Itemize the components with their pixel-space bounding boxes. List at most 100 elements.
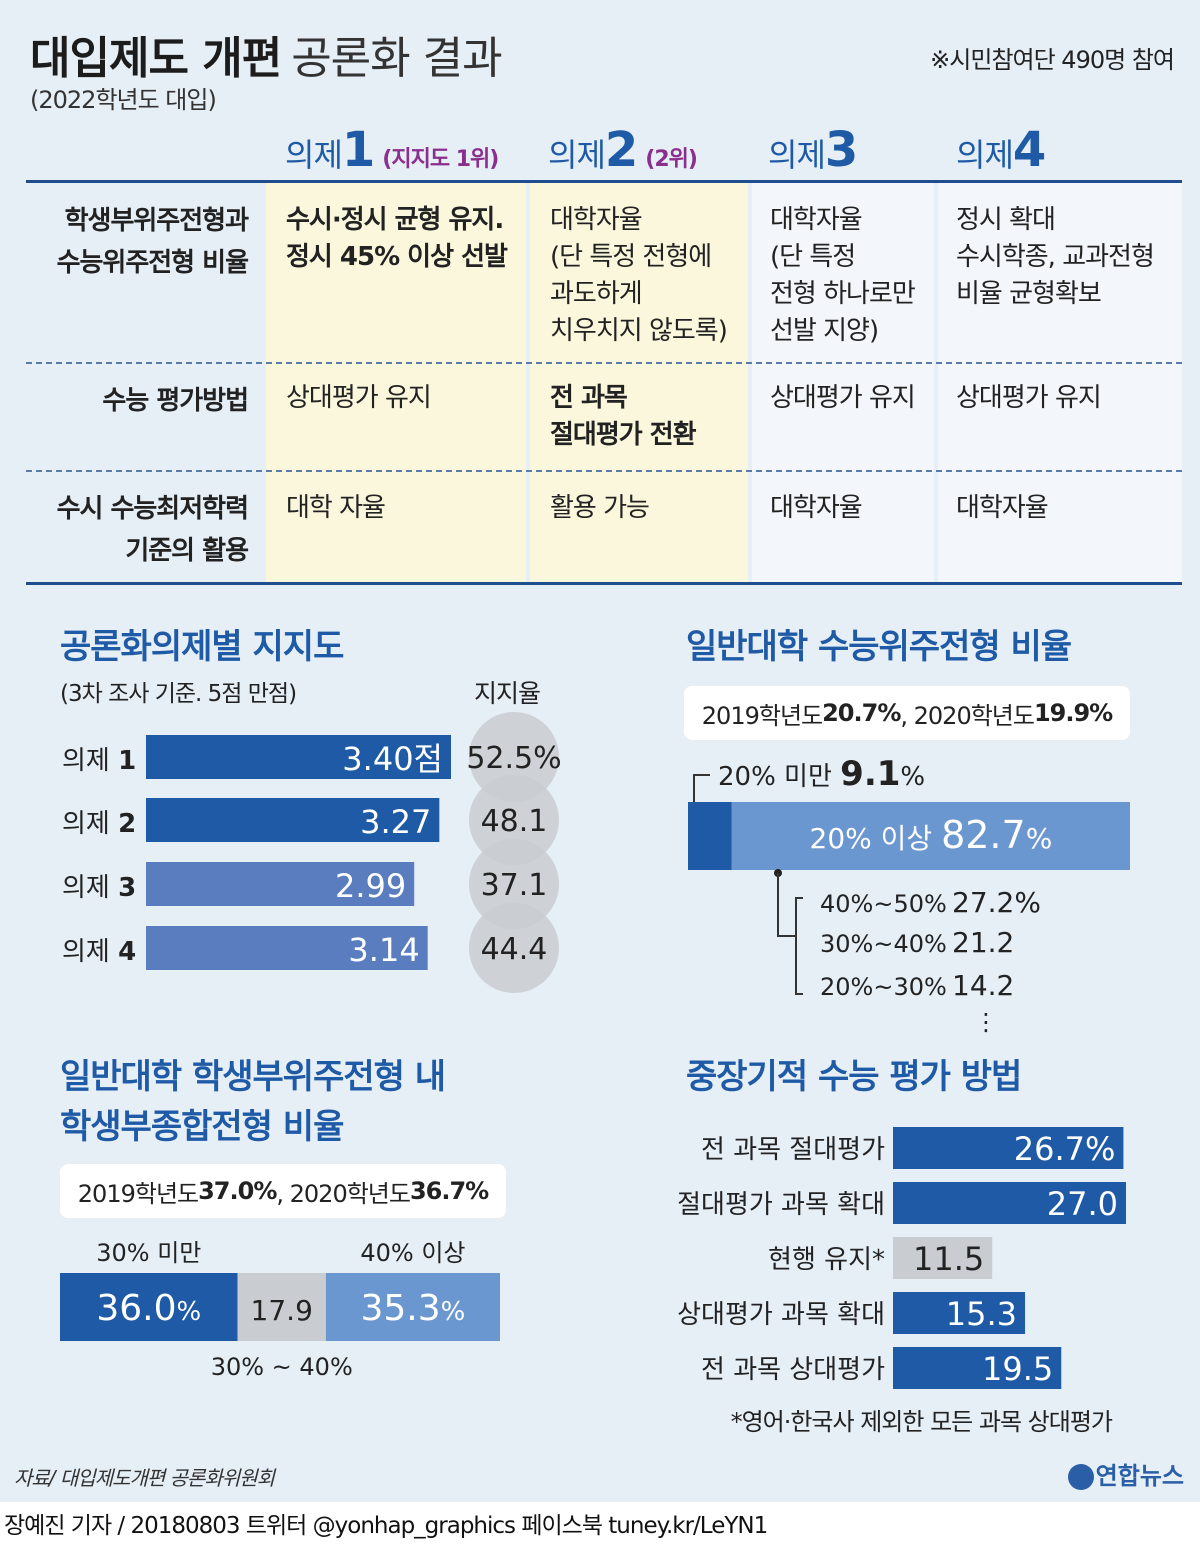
support-bar (146, 926, 428, 970)
cell-r1-a4: 정시 확대 수시학종, 교과전형 비율 균형확보 (956, 205, 1155, 309)
longterm-value-label: 11.5 (913, 1240, 984, 1278)
cell-r1-a2: 대학자율 (단 특정 전형에 과도하게 치우치지 않도록) (550, 205, 728, 346)
support-value-label: 3.27 (360, 803, 431, 841)
chart2-svg: 20% 미만 9.1% 20% 이상 82.7% 40%~50% 27.2%30%~4… (688, 754, 1130, 1036)
title-normal: 공론화 결과 (291, 33, 502, 84)
agenda-4-header: 의제4 (956, 122, 1046, 178)
cell-r3-a2: 활용 가능 (550, 493, 650, 523)
breakdown-range-label: 30%~40% (820, 930, 947, 958)
row-label-eval-method: 수능 평가방법 (102, 386, 249, 416)
breakdown-value-label: 14.2 (952, 969, 1014, 1002)
longterm-value-label: 26.7% (1014, 1130, 1116, 1168)
breakdown-more: ⋮ (974, 1008, 998, 1036)
title-bold: 대입제도 개편 (30, 33, 282, 84)
holistic-range-label: 30% ~ 40% (211, 1353, 353, 1381)
longterm-bar (893, 1292, 1026, 1334)
chart-support: 의제 1 3.40점 52.5% 의제 2 3.27 48.1 의제 3 2.99 37.1 의제… (0, 700, 600, 1000)
support-bar (146, 735, 451, 779)
cell-r2-a2: 전 과목 절대평가 전환 (550, 383, 697, 450)
row-label-ratio: 학생부위주전형과 수능위주전형 비율 (56, 206, 249, 278)
support-rate-circle (469, 839, 559, 929)
holistic-range-label: 30% 미만 (96, 1239, 201, 1267)
chart3-svg: 36.0% 30% 미만 17.9 30% ~ 40%35.3% 40% 이상 (60, 1239, 500, 1381)
table-divider (26, 470, 1182, 472)
support-category-label: 의제 2 (62, 809, 136, 839)
support-rate-circle (469, 903, 559, 993)
support-category-label: 의제 3 (62, 873, 136, 903)
breakdown-range-label: 40%~50% (820, 890, 947, 918)
chart-holistic-summary: 2019학년도 37.0%, 2020학년도 36.7% (60, 1164, 506, 1218)
longterm-category-label: 절대평가 과목 확대 (677, 1190, 885, 1220)
holistic-segment (60, 1273, 238, 1341)
longterm-bar (893, 1127, 1124, 1169)
agenda-4-column-bg (938, 183, 1182, 582)
longterm-bar (893, 1347, 1062, 1389)
chart-csat-summary: 2019학년도 20.7%, 2020학년도 19.9% (684, 686, 1130, 740)
longterm-category-label: 전 과목 절대평가 (701, 1135, 885, 1165)
holistic-segment (237, 1273, 326, 1341)
longterm-value-label: 27.0 (1047, 1185, 1118, 1223)
cell-r2-a4: 상대평가 유지 (956, 383, 1102, 413)
longterm-value-label: 19.5 (982, 1350, 1053, 1388)
support-category-label: 의제 4 (62, 937, 136, 967)
support-rate-circle (469, 775, 559, 865)
cell-r3-a4: 대학자율 (956, 493, 1049, 523)
support-rate-label: 52.5% (466, 741, 561, 776)
chart-longterm-title: 중장기적 수능 평가 방법 (686, 1057, 1022, 1097)
table-bottom-rule (26, 582, 1182, 585)
agenda-3-column-bg (752, 183, 934, 582)
breakdown-range-label: 20%~30% (820, 973, 947, 1001)
chart-csat: 20% 미만 9.1% 20% 이상 82.7% 40%~50% 27.2% 30%~4… (600, 740, 1200, 1040)
support-category-label: 의제 1 (62, 746, 136, 776)
breakdown-connector (777, 873, 796, 937)
chart-csat-title: 일반대학 수능위주전형 비율 (686, 627, 1072, 667)
csat-callout-line (693, 774, 710, 802)
support-rate-label: 37.1 (481, 868, 548, 903)
source-note: 자료/ 대입제도개편 공론화위원회 (14, 1466, 275, 1490)
participant-note: ※시민참여단 490명 참여 (930, 46, 1175, 74)
chart-longterm-footnote: *영어·한국사 제외한 모든 과목 상대평가 (730, 1408, 1113, 1436)
page-title: 대입제도 개편 공론화 결과 (30, 22, 503, 86)
page-subtitle: (2022학년도 대입) (30, 86, 217, 114)
cell-r2-a1: 상대평가 유지 (286, 383, 432, 413)
agenda-1-header: 의제1 (지지도 1위) (285, 122, 499, 178)
support-bar (146, 798, 440, 842)
cell-r1-a3: 대학자율 (단 특정 전형 하나로만 선발 지양) (770, 205, 916, 346)
longterm-bar (893, 1182, 1126, 1224)
chart-support-rate-header: 지지율 (474, 679, 541, 708)
longterm-category-label: 상대평가 과목 확대 (677, 1300, 885, 1330)
breakdown-bracket (795, 897, 803, 995)
chart-support-subtitle: (3차 조사 기준. 5점 만점) (60, 681, 297, 707)
support-rate-label: 48.1 (481, 804, 548, 839)
breakdown-value-label: 21.2 (952, 926, 1014, 959)
chart-holistic: 36.0% 30% 미만 17.9 30% ~ 40% 35.3% 40% 이상 (0, 1225, 600, 1395)
holistic-range-label: 40% 이상 (360, 1239, 465, 1267)
holistic-segment (325, 1273, 500, 1341)
cell-r3-a3: 대학자율 (770, 493, 863, 523)
table-top-rule (26, 180, 1182, 183)
csat-under20-label: 20% 미만 9.1% (718, 754, 925, 794)
csat-segment-over20 (731, 802, 1130, 870)
cell-r2-a3: 상대평가 유지 (770, 383, 916, 413)
row-label-min-standard: 수시 수능최저학력 기준의 활용 (56, 494, 249, 566)
support-value-label: 3.40점 (342, 740, 443, 778)
chart4-svg: 전 과목 절대평가 26.7% 절대평가 과목 확대 27.0 현행 유지* 11.5 상대… (677, 1127, 1126, 1389)
longterm-bar (893, 1237, 993, 1279)
longterm-category-label: 현행 유지* (768, 1245, 885, 1275)
support-rate-circle (469, 712, 559, 802)
longterm-category-label: 전 과목 상대평가 (701, 1355, 885, 1385)
support-rate-label: 44.4 (481, 932, 548, 967)
holistic-value-label: 35.3% (360, 1288, 465, 1329)
chart-support-title: 공론화의제별 지지도 (60, 627, 344, 667)
longterm-value-label: 15.3 (946, 1295, 1017, 1333)
cell-r3-a1: 대학 자율 (286, 493, 386, 523)
agenda-3-header: 의제3 (768, 122, 858, 178)
breakdown-value-label: 27.2% (952, 886, 1041, 919)
support-value-label: 3.14 (348, 931, 419, 969)
support-value-label: 2.99 (335, 867, 406, 905)
cell-r1-a1: 수시·정시 균형 유지. 정시 45% 이상 선발 (286, 205, 508, 272)
csat-over20-label: 20% 이상 82.7% (810, 813, 1053, 857)
holistic-value-label: 17.9 (251, 1294, 313, 1327)
chart-longterm: 전 과목 절대평가 26.7% 절대평가 과목 확대 27.0 현행 유지* 11.5 상대… (600, 1115, 1200, 1400)
agenda-2-column-bg (530, 183, 748, 582)
